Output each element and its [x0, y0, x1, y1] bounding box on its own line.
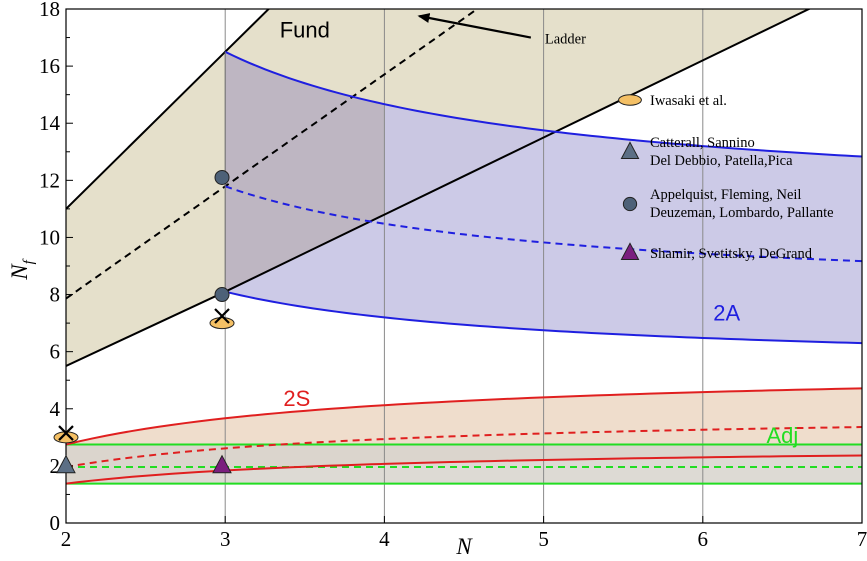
- fund-lower-line: [66, 9, 812, 367]
- cross-marker: [214, 308, 230, 324]
- legend-text-appelquist: Deuzeman, Lombardo, Pallante: [650, 205, 834, 221]
- region-label-adj: Adj: [767, 423, 799, 448]
- y-tick-label-2: 2: [50, 454, 61, 478]
- legend-text-appelquist: Appelquist, Fleming, Neil: [650, 187, 801, 203]
- y-tick-label-8: 8: [50, 283, 61, 307]
- marker-appelquist: [214, 169, 230, 185]
- ladder-label: Ladder: [545, 32, 586, 48]
- y-tick-label-18: 18: [39, 0, 60, 21]
- marker-appelquist: [214, 287, 230, 303]
- two-a-ladder-line: [224, 185, 862, 263]
- y-tick-label-12: 12: [39, 168, 60, 192]
- y-tick-label-0: 0: [50, 511, 61, 535]
- x-tick-label-6: 6: [698, 527, 709, 551]
- y-axis-label-main: N: [7, 263, 32, 281]
- x-tick-label-5: 5: [538, 527, 549, 551]
- region-label-2s: 2S: [283, 386, 310, 411]
- region-label-fund: Fund: [280, 18, 330, 43]
- x-tick-label-2: 2: [61, 527, 72, 551]
- y-tick-label-10: 10: [39, 225, 60, 249]
- x-tick-label-3: 3: [220, 527, 231, 551]
- ladder-arrow: [417, 13, 532, 39]
- legend-text-catterall: Catterall, Sannino: [650, 135, 755, 151]
- adj-region-fill: [66, 444, 862, 484]
- y-tick-label-16: 16: [39, 54, 60, 78]
- two-s-upper-line: [66, 387, 862, 446]
- fund-upper-line: [66, 9, 271, 210]
- x-tick-label-7: 7: [857, 527, 867, 551]
- y-axis-label: Nf: [7, 258, 37, 280]
- legend-text-catterall: Del Debbio, Patella,Pica: [650, 153, 793, 169]
- legend-marker-appelquist: [622, 196, 638, 212]
- marker-shamir: [212, 454, 232, 474]
- fund-ladder-line: [66, 9, 479, 300]
- marker-catterall: [56, 454, 76, 474]
- x-axis-label: N: [455, 534, 473, 559]
- legend-text-iwasaki: Iwasaki et al.: [650, 93, 727, 109]
- two-a-upper-line: [224, 50, 862, 158]
- legend: Iwasaki et al. Catterall, Sannino Del Debb…: [618, 93, 834, 262]
- data-markers: [53, 169, 235, 474]
- legend-marker-shamir: [620, 242, 640, 260]
- two-s-lower-line: [66, 454, 862, 485]
- two-s-ladder-line: [66, 426, 862, 469]
- legend-text-shamir: Shamir, Svetitsky, DeGrand: [650, 246, 813, 262]
- marker-iwasaki: [209, 317, 235, 330]
- legend-marker-iwasaki: [618, 94, 642, 106]
- legend-marker-catterall: [620, 141, 640, 159]
- cross-marker: [58, 425, 74, 441]
- region-label-2a: 2A: [713, 300, 740, 325]
- y-tick-label-6: 6: [50, 340, 61, 364]
- region-labels: Fund 2A 2S Adj: [280, 18, 799, 448]
- ladder-annotation: Ladder: [417, 13, 586, 48]
- y-tick-label-14: 14: [39, 111, 61, 135]
- fund-two-a-overlap-fill: [225, 51, 385, 292]
- y-axis-label-subscript: f: [21, 258, 37, 264]
- region-boundaries: [66, 9, 862, 485]
- y-tick-label-4: 4: [50, 397, 61, 421]
- two-a-lower-line: [224, 290, 862, 345]
- x-tick-label-4: 4: [379, 527, 390, 551]
